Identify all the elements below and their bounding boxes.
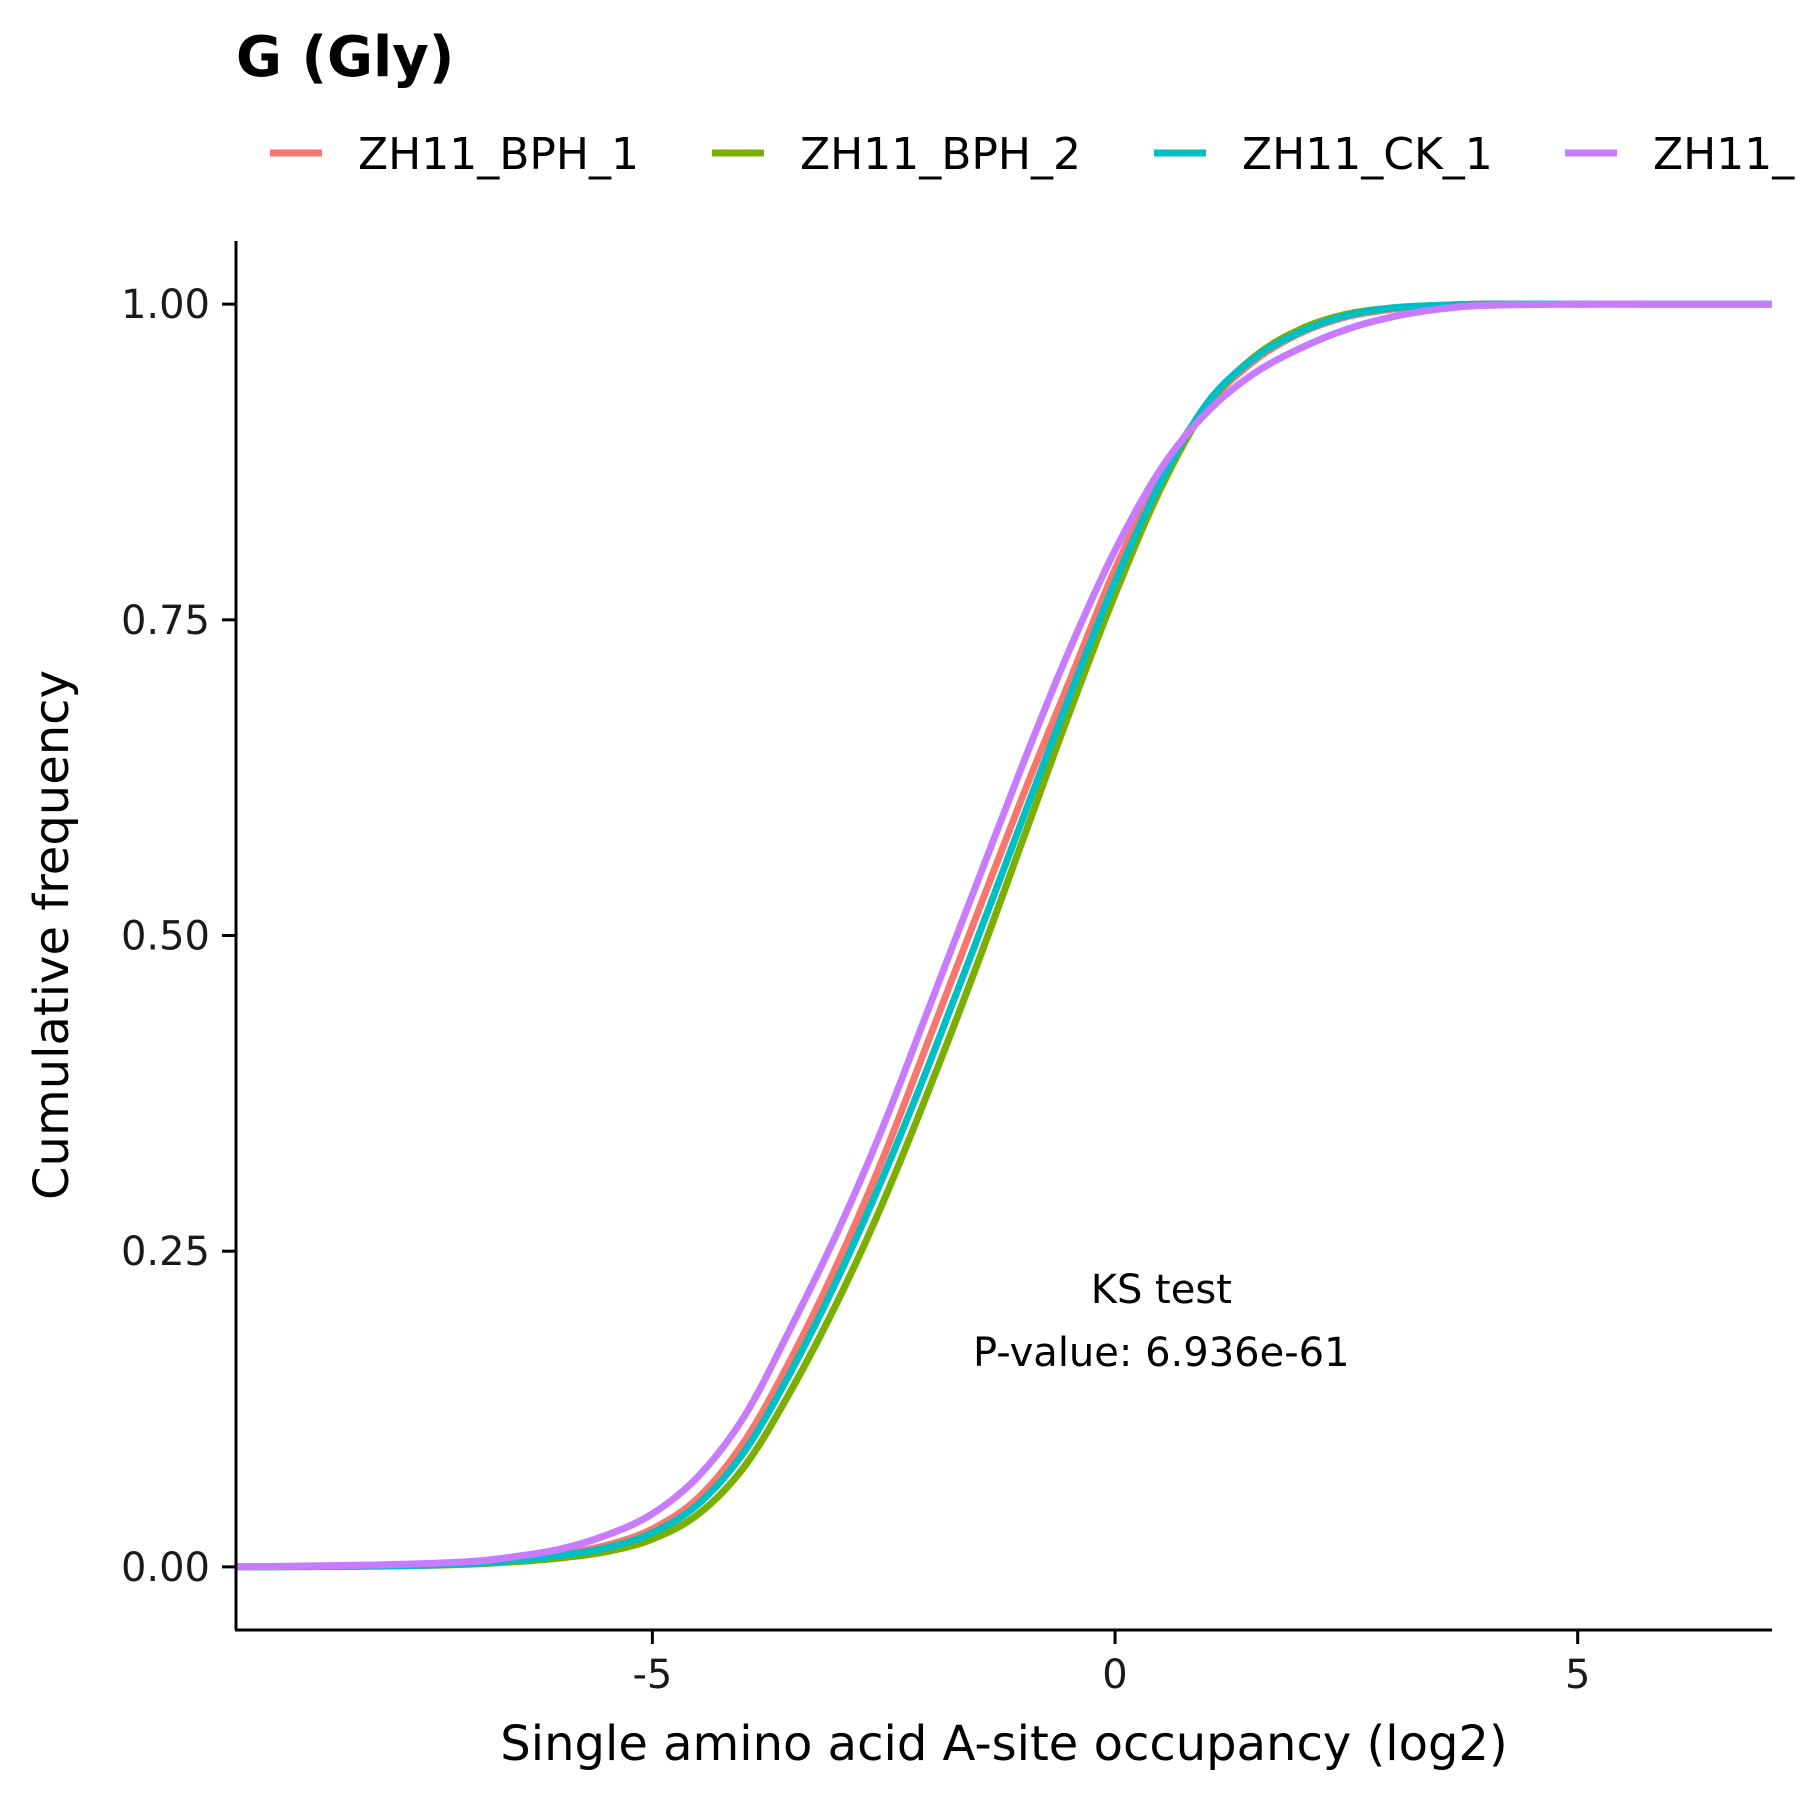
series-line-1 [235,300,1772,1571]
series-line-4 [235,300,1772,1571]
series-line-2 [235,300,1772,1571]
series-lines [235,300,1772,1571]
y-tick-label: 0.00 [121,1545,210,1591]
ks-test-annotation: KS test P-value: 6.936e-61 [973,1267,1350,1376]
y-tick-label: 0.75 [121,598,210,644]
annotation-test-name: KS test [1091,1267,1232,1313]
legend-label-4: ZH11_ [1653,129,1795,180]
x-axis-title: Single amino acid A-site occupancy (log2… [500,1716,1507,1772]
series-line-3 [235,300,1772,1571]
y-tick-label: 1.00 [121,282,210,328]
legend-label-3: ZH11_CK_1 [1242,129,1493,180]
chart-title: G (Gly) [236,25,454,90]
annotation-p-value: P-value: 6.936e-61 [973,1330,1350,1376]
x-tick-label: 0 [1102,1652,1127,1698]
legend-label-2: ZH11_BPH_2 [800,129,1081,180]
y-axis-title: Cumulative frequency [24,670,80,1200]
x-axis-ticks: -5 0 5 [632,1630,1590,1698]
legend: ZH11_BPH_1 ZH11_BPH_2 ZH11_CK_1 ZH11_ [270,129,1795,180]
y-tick-label: 0.50 [121,914,210,960]
legend-label-1: ZH11_BPH_1 [358,129,639,180]
x-tick-label: -5 [632,1652,672,1698]
y-axis-ticks: 0.00 0.25 0.50 0.75 1.00 [121,282,236,1591]
x-tick-label: 5 [1565,1652,1590,1698]
y-tick-label: 0.25 [121,1229,210,1275]
